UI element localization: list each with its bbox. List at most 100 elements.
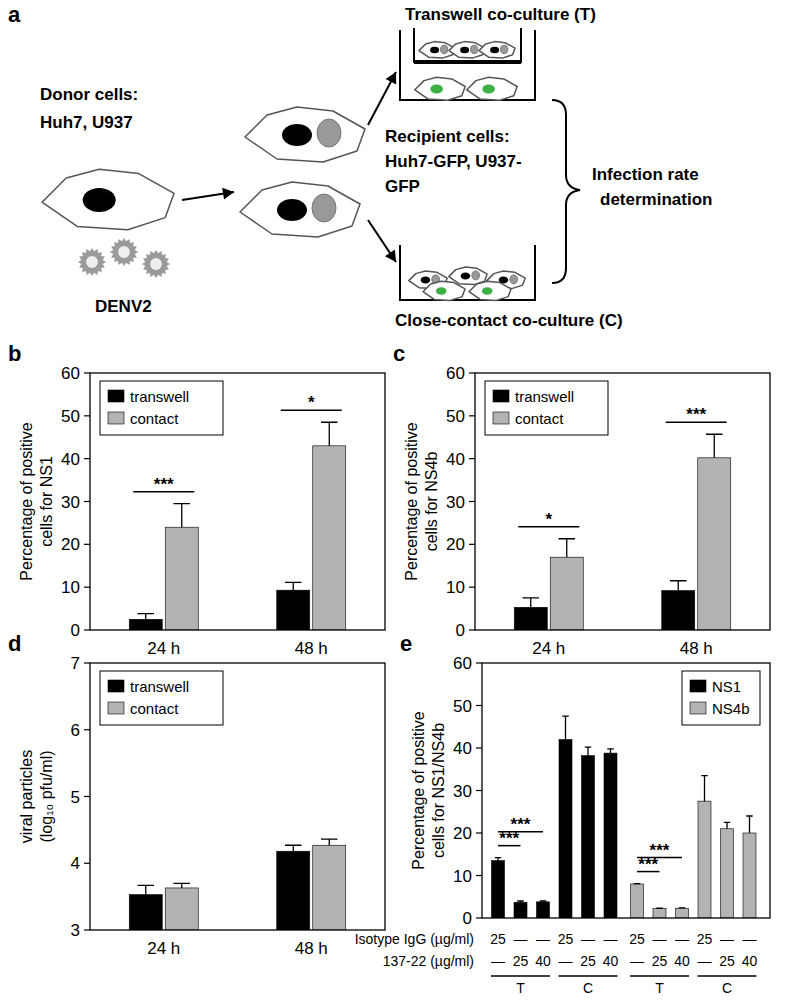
bar — [698, 801, 711, 918]
bar — [653, 909, 666, 918]
legend-swatch — [690, 702, 706, 714]
panel-label: a — [8, 2, 21, 27]
error-bar — [174, 883, 191, 888]
nucleus — [282, 124, 312, 146]
virus-cluster — [501, 45, 508, 53]
cell — [467, 77, 517, 100]
y-tick — [469, 629, 475, 630]
y-tick-label: 20 — [453, 824, 472, 843]
y-tick-label: 40 — [61, 450, 80, 469]
condition-value: 25 — [652, 953, 668, 969]
legend-frame — [100, 381, 223, 435]
cell — [415, 77, 465, 100]
y-axis-label: Percentage of positive — [18, 422, 35, 580]
chart-bar: d34567viral particles(log₁₀ pfu/ml)24 h4… — [8, 631, 385, 958]
error-bar — [706, 434, 723, 458]
membrane — [414, 60, 521, 64]
legend-swatch — [108, 412, 124, 424]
recipient-title: Recipient cells: — [385, 127, 510, 146]
bar — [559, 740, 572, 919]
error-bar — [285, 582, 302, 590]
plot-frame — [90, 663, 385, 930]
y-axis-label: viral particles — [18, 750, 35, 843]
legend-label: contact — [130, 410, 179, 427]
legend-frame — [682, 671, 760, 725]
condition-value: 25 — [719, 953, 735, 969]
y-axis-label: Percentage of positive — [410, 711, 427, 869]
legend-label: transwell — [130, 678, 189, 695]
condition-value: — — [604, 931, 618, 947]
significance: *** — [650, 841, 670, 860]
recipient-cells: Huh7-GFP, U937- — [385, 152, 522, 171]
arrow — [368, 72, 396, 125]
arrow-head — [385, 250, 396, 263]
y-tick — [84, 372, 90, 373]
bar — [537, 902, 550, 918]
error-bar — [321, 839, 338, 845]
virus — [78, 248, 106, 276]
cell — [469, 281, 511, 300]
condition-value: — — [491, 953, 505, 969]
y-tick-label: 10 — [446, 578, 465, 597]
y-tick-label: 40 — [453, 739, 472, 758]
y-tick — [469, 458, 475, 459]
y-tick — [84, 929, 90, 930]
y-tick-label: 60 — [446, 364, 465, 383]
virus-cluster — [317, 119, 341, 147]
bar — [165, 888, 198, 930]
legend-swatch — [690, 680, 706, 692]
legend-swatch — [108, 702, 124, 714]
group-line — [559, 975, 618, 977]
group-label: T — [655, 980, 664, 996]
condition-value: 40 — [535, 953, 551, 969]
bar — [514, 607, 547, 630]
virus — [110, 238, 138, 266]
bar — [582, 756, 595, 918]
condition-value: — — [720, 931, 734, 947]
bar — [129, 895, 162, 930]
group-line — [698, 975, 757, 977]
error-bar — [138, 885, 155, 894]
y-tick-label: 40 — [446, 450, 465, 469]
y-tick-label: 6 — [71, 721, 80, 740]
cell — [240, 182, 360, 237]
cell — [479, 42, 515, 59]
significance: * — [545, 510, 552, 529]
condition-value: — — [653, 931, 667, 947]
y-tick — [84, 729, 90, 730]
bar — [721, 829, 734, 918]
y-tick-label: 30 — [61, 493, 80, 512]
legend-swatch — [493, 412, 509, 424]
legend-frame — [485, 381, 608, 435]
bar — [743, 833, 756, 918]
y-tick-label: 60 — [453, 654, 472, 673]
nucleus — [430, 84, 443, 93]
plot-frame — [90, 373, 385, 630]
y-axis-label: (log₁₀ pfu/ml) — [38, 750, 55, 842]
error-bar — [540, 900, 547, 902]
condition-value: 25 — [697, 931, 713, 947]
y-tick-label: 7 — [71, 654, 80, 673]
legend: transwellcontact — [485, 381, 608, 435]
error-bar — [607, 749, 614, 753]
bar — [129, 619, 162, 630]
group-label: T — [516, 980, 525, 996]
legend-swatch — [493, 390, 509, 402]
legend-frame — [100, 671, 223, 725]
y-tick — [84, 587, 90, 588]
legend-swatch — [108, 390, 124, 402]
y-tick-label: 10 — [453, 867, 472, 886]
nucleus — [430, 47, 439, 54]
bar — [550, 557, 583, 630]
x-tick-label: 48 h — [295, 939, 328, 958]
donor-title: Donor cells: — [40, 85, 138, 104]
y-tick-label: 0 — [456, 621, 465, 640]
y-tick-label: 10 — [61, 578, 80, 597]
y-tick-label: 20 — [446, 535, 465, 554]
y-tick — [84, 544, 90, 545]
legend: transwellcontact — [100, 671, 223, 725]
virus-cluster — [510, 275, 518, 284]
y-axis-label: cells for NS1 — [38, 456, 55, 547]
y-axis-label: cells for NS1/NS4b — [430, 723, 447, 858]
condition-value: 25 — [629, 931, 645, 947]
